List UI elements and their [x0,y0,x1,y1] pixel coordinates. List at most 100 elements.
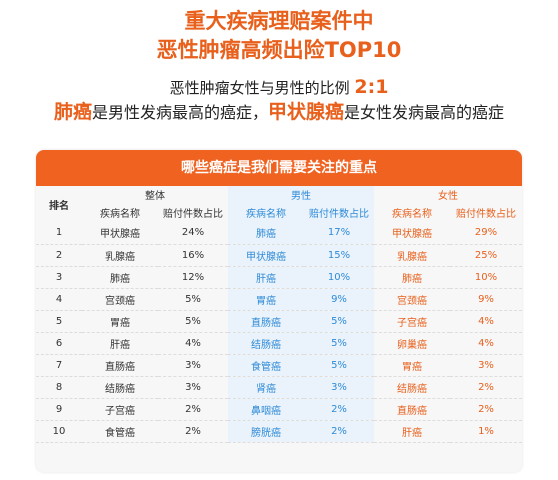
male-ratio-cell: 5% [304,310,374,333]
rank-cell: 1 [36,222,82,245]
male-name-cell: 直肠癌 [228,310,304,333]
overall-name-cell: 胃癌 [82,310,158,333]
title-line-2: 恶性肿瘤高频出险TOP10 [156,38,402,62]
rank-cell: 7 [36,354,82,377]
title-line-1: 重大疾病理赔案件中 [184,9,374,33]
table-body: 1 甲状腺癌 24% 肺癌 17% 甲状腺癌 29% 2 乳腺癌 16% 甲状腺癌 15% 乳腺癌 25%… [36,222,522,443]
rank-cell: 9 [36,398,82,421]
male-name-cell: 结肠癌 [228,332,304,355]
rank-cell: 8 [36,376,82,399]
female-ratio-cell: 2% [450,376,522,399]
summary-middle: 是男性发病最高的癌症， [91,103,268,122]
overall-name-cell: 肝癌 [82,332,158,355]
male-ratio-cell: 15% [304,244,374,267]
female-ratio-cell: 1% [450,420,522,443]
summary-line: 肺癌是男性发病最高的癌症，甲状腺癌是女性发病最高的癌症 [0,100,558,125]
female-ratio-cell: 29% [450,222,522,245]
male-name-cell: 胃癌 [228,288,304,311]
male-name-cell: 肝癌 [228,266,304,289]
male-ratio-cell: 9% [304,288,374,311]
overall-ratio-cell: 12% [158,266,228,289]
female-name-cell: 卵巢癌 [374,332,450,355]
overall-ratio-cell: 4% [158,332,228,355]
summary-highlight-lung: 肺癌 [53,101,92,123]
sub-header-ratio: 赔付件数占比 [304,202,374,222]
table-row: 6 肝癌 4% 结肠癌 5% 卵巢癌 4% [36,332,522,355]
overall-ratio-cell: 24% [158,222,228,245]
male-name-cell: 肺癌 [228,222,304,245]
table-row: 5 胃癌 5% 直肠癌 5% 子宫癌 4% [36,310,522,333]
female-name-cell: 肝癌 [374,420,450,443]
male-ratio-cell: 2% [304,398,374,421]
group-header-female: 女性 [438,190,458,202]
sub-header-ratio: 赔付件数占比 [456,208,516,220]
sub-header-name: 疾病名称 [100,208,140,220]
table-row: 7 直肠癌 3% 食管癌 5% 胃癌 3% [36,354,522,377]
summary-highlight-thyroid: 甲状腺癌 [268,101,345,123]
card-banner: 哪些癌症是我们需要关注的重点 [36,150,522,186]
overall-ratio-cell: 2% [158,420,228,443]
table-row: 8 结肠癌 3% 肾癌 3% 结肠癌 2% [36,376,522,399]
sub-header-name: 疾病名称 [228,202,304,222]
female-ratio-cell: 2% [450,398,522,421]
table-row: 9 子宫癌 2% 鼻咽癌 2% 直肠癌 2% [36,398,522,421]
overall-ratio-cell: 5% [158,310,228,333]
group-header-male: 男性 [228,186,374,202]
overall-ratio-cell: 3% [158,376,228,399]
female-name-cell: 胃癌 [374,354,450,377]
male-name-cell: 食管癌 [228,354,304,377]
overall-ratio-cell: 3% [158,354,228,377]
female-ratio-cell: 25% [450,244,522,267]
rank-cell: 3 [36,266,82,289]
rank-cell: 4 [36,288,82,311]
male-ratio-cell: 5% [304,354,374,377]
female-name-cell: 甲状腺癌 [374,222,450,245]
male-name-cell: 鼻咽癌 [228,398,304,421]
table-row: 2 乳腺癌 16% 甲状腺癌 15% 乳腺癌 25% [36,244,522,267]
male-ratio-cell: 10% [304,266,374,289]
overall-name-cell: 甲状腺癌 [82,222,158,245]
rank-cell: 5 [36,310,82,333]
overall-name-cell: 宫颈癌 [82,288,158,311]
ranking-table: 排名 整体 男性 女性 疾病名称 赔付件数占比 疾病名称 赔付件数占比 疾病名称… [36,186,522,443]
table-row: 1 甲状腺癌 24% 肺癌 17% 甲状腺癌 29% [36,222,522,245]
summary-end: 是女性发病最高的癌症 [344,103,505,122]
ratio-text: 恶性肿瘤女性与男性的比例 [169,79,350,97]
sub-header-name: 疾病名称 [392,208,432,220]
rank-header: 排名 [49,200,69,212]
ratio-line: 恶性肿瘤女性与男性的比例 2:1 [0,76,558,99]
overall-name-cell: 肺癌 [82,266,158,289]
sub-header-ratio: 赔付件数占比 [163,208,223,220]
female-ratio-cell: 3% [450,354,522,377]
male-ratio-cell: 3% [304,376,374,399]
female-name-cell: 乳腺癌 [374,244,450,267]
table-row: 4 宫颈癌 5% 胃癌 9% 宫颈癌 9% [36,288,522,311]
female-name-cell: 直肠癌 [374,398,450,421]
overall-name-cell: 乳腺癌 [82,244,158,267]
ratio-value: 2:1 [354,76,389,98]
overall-name-cell: 结肠癌 [82,376,158,399]
male-ratio-cell: 2% [304,420,374,443]
overall-ratio-cell: 5% [158,288,228,311]
overall-name-cell: 直肠癌 [82,354,158,377]
female-name-cell: 肺癌 [374,266,450,289]
male-ratio-cell: 17% [304,222,374,245]
male-name-cell: 肾癌 [228,376,304,399]
female-name-cell: 宫颈癌 [374,288,450,311]
male-name-cell: 甲状腺癌 [228,244,304,267]
overall-ratio-cell: 16% [158,244,228,267]
female-ratio-cell: 4% [450,310,522,333]
table-row: 10 食管癌 2% 膀胱癌 2% 肝癌 1% [36,420,522,443]
female-ratio-cell: 9% [450,288,522,311]
table-row: 3 肺癌 12% 肝癌 10% 肺癌 10% [36,266,522,289]
female-name-cell: 子宫癌 [374,310,450,333]
rank-cell: 6 [36,332,82,355]
male-name-cell: 膀胱癌 [228,420,304,443]
female-ratio-cell: 4% [450,332,522,355]
overall-ratio-cell: 2% [158,398,228,421]
ranking-card: 哪些癌症是我们需要关注的重点 排名 整体 男性 女性 疾病名称 赔付件数占比 疾… [36,150,522,472]
male-ratio-cell: 5% [304,332,374,355]
rank-cell: 10 [36,420,82,443]
group-header-overall: 整体 [145,190,165,202]
female-name-cell: 结肠癌 [374,376,450,399]
